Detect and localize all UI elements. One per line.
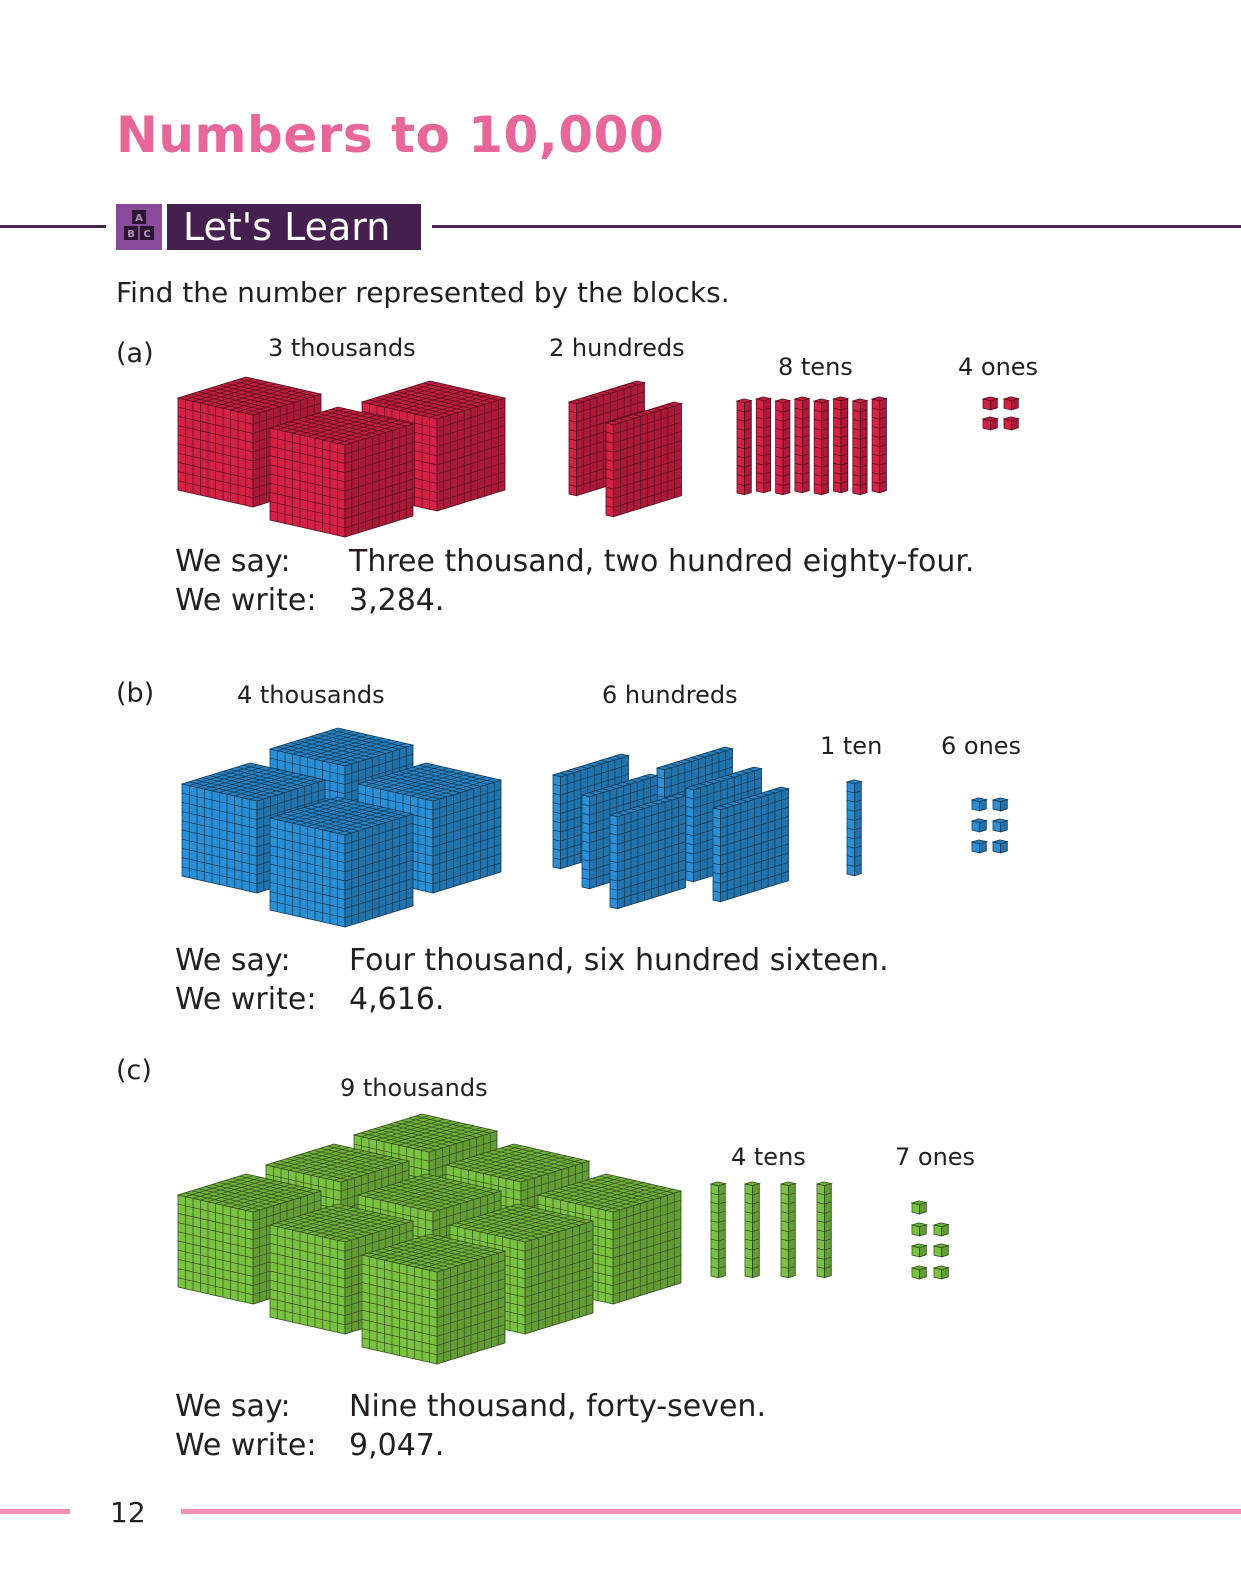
- one-unit: [910, 1200, 928, 1215]
- b-write-label: We write:: [175, 982, 317, 1017]
- footer-rule-left: [0, 1509, 70, 1514]
- a-write-value: 3,284.: [349, 583, 445, 618]
- part-a-label: (a): [116, 338, 154, 369]
- b-ones-label: 6 ones: [941, 732, 1022, 760]
- b-say-text: Four thousand, six hundred sixteen.: [349, 943, 889, 978]
- thousand-cube: [268, 406, 415, 538]
- page-number: 12: [110, 1496, 146, 1529]
- one-unit: [991, 818, 1009, 833]
- c-thousands-label: 9 thousands: [340, 1074, 488, 1102]
- one-unit: [991, 839, 1009, 854]
- one-unit: [932, 1222, 950, 1237]
- ten-rod: [870, 396, 888, 494]
- hundred-flat: [711, 786, 791, 903]
- footer-rule-right: [181, 1509, 1241, 1514]
- c-say-label: We say:: [175, 1389, 291, 1424]
- ten-rod: [743, 1181, 761, 1279]
- b-hundreds-label: 6 hundreds: [602, 681, 738, 709]
- header-rule-left: [0, 225, 106, 228]
- one-unit: [1002, 396, 1020, 411]
- instruction: Find the number represented by the block…: [116, 276, 730, 309]
- ten-rod: [754, 396, 773, 494]
- hundred-flat: [608, 793, 688, 910]
- c-write-value: 9,047.: [349, 1428, 445, 1463]
- one-unit: [991, 797, 1009, 812]
- one-unit: [910, 1222, 928, 1237]
- c-say-text: Nine thousand, forty-seven.: [349, 1389, 766, 1424]
- a-hundreds-label: 2 hundreds: [549, 334, 685, 362]
- ten-rod: [793, 396, 811, 494]
- c-ones-label: 7 ones: [895, 1143, 976, 1171]
- a-write-label: We write:: [175, 583, 317, 618]
- part-b-label: (b): [116, 678, 155, 709]
- a-say-text: Three thousand, two hundred eighty-four.: [349, 544, 975, 579]
- one-unit: [932, 1243, 950, 1258]
- thousand-cube: [360, 1233, 507, 1365]
- b-say-label: We say:: [175, 943, 291, 978]
- ten-rod: [709, 1181, 727, 1279]
- one-unit: [981, 396, 999, 411]
- ten-rod: [851, 398, 869, 496]
- svg-text:A: A: [135, 213, 143, 224]
- ten-rod: [845, 779, 863, 877]
- one-unit: [970, 818, 988, 833]
- one-unit: [932, 1265, 950, 1280]
- one-unit: [970, 797, 988, 812]
- ten-rod: [735, 398, 753, 496]
- b-tens-label: 1 ten: [820, 732, 883, 760]
- one-unit: [910, 1265, 928, 1280]
- ten-rod: [774, 398, 792, 496]
- a-say-label: We say:: [175, 544, 291, 579]
- a-ones-label: 4 ones: [958, 353, 1039, 381]
- hundred-flat: [604, 401, 684, 518]
- svg-text:C: C: [143, 229, 150, 240]
- header-rule-right: [432, 225, 1241, 228]
- ten-rod: [831, 396, 850, 494]
- b-thousands-label: 4 thousands: [237, 681, 385, 709]
- c-write-label: We write:: [175, 1428, 317, 1463]
- c-tens-label: 4 tens: [731, 1143, 806, 1171]
- section-header: Let's Learn: [167, 204, 421, 250]
- ten-rod: [779, 1181, 797, 1279]
- abc-blocks-icon: A B C: [116, 204, 162, 250]
- b-write-value: 4,616.: [349, 982, 445, 1017]
- svg-text:B: B: [127, 229, 135, 240]
- a-tens-label: 8 tens: [778, 353, 853, 381]
- one-unit: [981, 416, 999, 431]
- one-unit: [970, 839, 988, 854]
- page-title: Numbers to 10,000: [116, 106, 665, 164]
- one-unit: [1002, 416, 1020, 431]
- ten-rod: [812, 398, 831, 496]
- thousand-cube: [268, 796, 415, 928]
- one-unit: [910, 1243, 928, 1258]
- ten-rod: [815, 1181, 833, 1279]
- a-thousands-label: 3 thousands: [268, 334, 416, 362]
- part-c-label: (c): [116, 1055, 152, 1086]
